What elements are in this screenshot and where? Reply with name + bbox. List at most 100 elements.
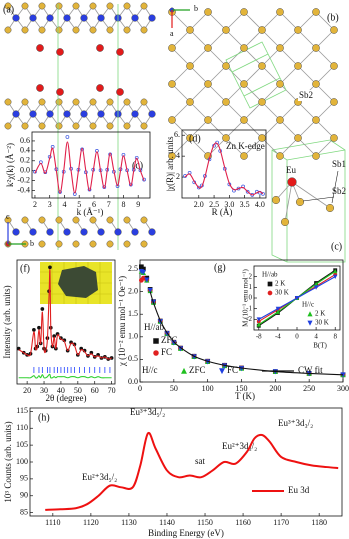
x-tick-label: 50 — [74, 386, 82, 395]
crystal-photo — [40, 262, 112, 304]
atom — [21, 98, 29, 106]
atom — [280, 217, 290, 227]
bond — [261, 101, 281, 121]
x-tick-label: 1150 — [197, 518, 213, 527]
atom — [38, 216, 46, 224]
atom — [63, 14, 71, 22]
legend-marker — [307, 320, 313, 326]
atom — [38, 98, 46, 106]
panel-label: (c) — [331, 241, 342, 252]
atom — [72, 26, 80, 34]
bond — [297, 29, 317, 49]
marker — [140, 269, 146, 275]
axis-label: c — [6, 212, 10, 221]
atom — [330, 98, 338, 106]
atom — [131, 14, 139, 22]
atom — [276, 152, 284, 160]
x-tick-label: 2 — [33, 200, 37, 209]
annotation: Eu³⁺3d₃/₂ — [278, 418, 313, 428]
atom — [312, 80, 320, 88]
bond — [297, 101, 317, 121]
atom — [89, 240, 97, 248]
y-tick-label: 1.5 — [128, 309, 138, 318]
x-tick-label: 150 — [236, 384, 248, 393]
bond — [297, 137, 317, 157]
legend-marker — [181, 367, 187, 374]
atom — [89, 2, 97, 10]
data-line — [18, 373, 112, 379]
bond — [171, 47, 191, 67]
atom — [46, 228, 54, 236]
panel-label: (d) — [189, 133, 201, 144]
data-line — [149, 291, 344, 376]
atom — [222, 62, 230, 70]
atom — [12, 110, 20, 118]
atom — [89, 98, 97, 106]
marker — [275, 309, 281, 314]
atom — [294, 26, 302, 34]
bond — [189, 83, 209, 103]
y-axis-label: |χ(R)| arb. units — [165, 136, 175, 192]
y-tick-label: -0.4 — [17, 185, 30, 194]
atom — [240, 44, 248, 52]
atom — [36, 84, 44, 92]
atom — [89, 122, 97, 130]
bond — [243, 101, 263, 121]
atom — [258, 62, 266, 70]
y-tick-label: 90 — [20, 491, 28, 500]
panel-label: (b) — [327, 12, 339, 23]
bond — [315, 47, 335, 67]
y-tick-label: 6. — [174, 130, 180, 139]
atom — [38, 2, 46, 10]
atom — [186, 98, 194, 106]
atom — [4, 2, 12, 10]
marker — [65, 135, 70, 139]
x-axis-label: k (Å⁻¹) — [77, 207, 104, 217]
panel-label: (g) — [214, 262, 226, 273]
marker — [313, 285, 319, 290]
marker — [333, 268, 338, 274]
marker — [261, 191, 265, 196]
atom-label: Sb2 — [332, 186, 346, 196]
legend-group: H//ab — [144, 322, 164, 332]
bond — [171, 119, 191, 139]
legend-marker — [219, 368, 225, 375]
bond — [225, 83, 245, 103]
marker — [256, 322, 261, 327]
bond — [315, 119, 335, 139]
x-tick-label: 30 — [40, 386, 48, 395]
bond — [261, 47, 281, 67]
bond — [207, 119, 227, 139]
axis-label: b — [194, 4, 198, 13]
atom — [258, 26, 266, 34]
atom — [97, 110, 105, 118]
x-tick-label: 3.0 — [224, 200, 234, 209]
atom — [55, 26, 63, 34]
atom — [123, 122, 131, 130]
atom — [21, 216, 29, 224]
atom — [276, 8, 284, 16]
y-tick-label: -1 — [246, 304, 252, 312]
atom — [72, 122, 80, 130]
x-tick-label: 1180 — [311, 518, 327, 527]
bond — [279, 119, 299, 139]
atom — [96, 84, 104, 92]
x-tick-label: -8 — [256, 333, 262, 341]
y-tick-label: 1 — [249, 283, 253, 291]
atom — [140, 98, 148, 106]
atom — [140, 26, 148, 34]
x-axis-label: Binding Energy (eV) — [148, 528, 224, 538]
atom — [36, 44, 44, 52]
x-tick-label: 70 — [108, 386, 116, 395]
marker — [245, 189, 250, 194]
legend-label: Eu 3d — [288, 485, 310, 495]
x-tick-label: 4 — [314, 333, 318, 341]
atom — [240, 80, 248, 88]
legend-label: ZFC — [161, 335, 178, 345]
legend-marker — [307, 311, 313, 317]
atom — [148, 14, 156, 22]
atom — [21, 26, 29, 34]
bond — [279, 65, 299, 85]
legend-label: 30 K — [275, 289, 289, 297]
annotation: Eu³⁺3d₅/₂ — [130, 407, 165, 417]
